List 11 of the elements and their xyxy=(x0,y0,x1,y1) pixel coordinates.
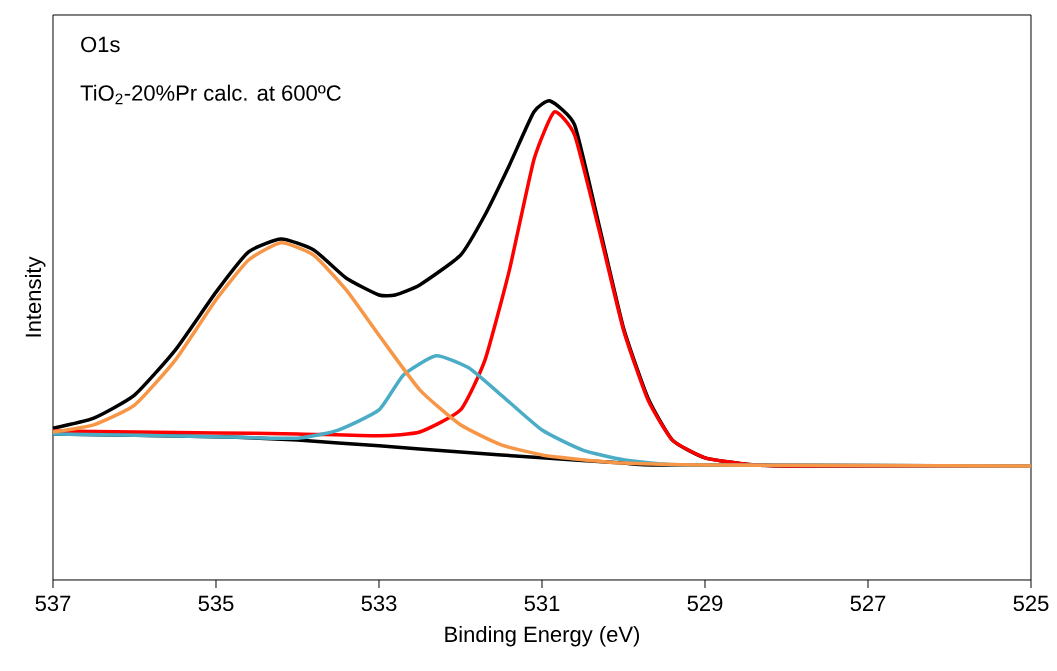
x-tick-label: 529 xyxy=(687,595,723,612)
chart-title: O1s xyxy=(81,36,120,53)
chart-subtitle: TiO$_{2}$-20%Pr calc. at 600ºC xyxy=(80,84,341,105)
x-tick-label: 535 xyxy=(198,595,234,612)
x-tick-label: 537 xyxy=(35,595,71,612)
x-axis-title: Binding Energy (eV) xyxy=(445,625,640,647)
x-tick-label: 527 xyxy=(850,595,886,612)
x-tick-label: 525 xyxy=(1013,595,1049,612)
x-tick-label: 533 xyxy=(361,595,397,612)
y-axis-title: Intensity xyxy=(24,256,46,337)
x-tick-label: 531 xyxy=(524,595,560,612)
